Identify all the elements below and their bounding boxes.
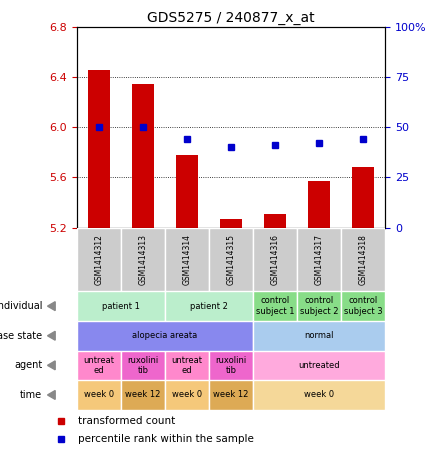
- Text: disease state: disease state: [0, 331, 42, 341]
- Bar: [165, 380, 209, 410]
- Bar: [352, 168, 374, 227]
- Bar: [209, 227, 253, 291]
- Bar: [77, 380, 121, 410]
- Bar: [77, 351, 121, 380]
- Bar: [121, 351, 165, 380]
- Bar: [176, 155, 198, 227]
- Bar: [77, 227, 121, 291]
- Bar: [77, 291, 165, 321]
- Bar: [253, 380, 385, 410]
- Text: week 0: week 0: [84, 390, 114, 400]
- Bar: [165, 291, 253, 321]
- Text: untreat
ed: untreat ed: [83, 356, 114, 375]
- Text: alopecia areata: alopecia areata: [132, 331, 198, 340]
- Bar: [264, 214, 286, 227]
- Text: transformed count: transformed count: [78, 415, 175, 426]
- Text: control
subject 3: control subject 3: [344, 296, 383, 316]
- Text: patient 2: patient 2: [190, 302, 228, 311]
- Text: normal: normal: [304, 331, 334, 340]
- Polygon shape: [47, 361, 55, 370]
- Text: ruxolini
tib: ruxolini tib: [127, 356, 159, 375]
- Bar: [253, 351, 385, 380]
- Polygon shape: [47, 390, 55, 400]
- Polygon shape: [47, 302, 55, 311]
- Text: week 12: week 12: [213, 390, 249, 400]
- Bar: [297, 227, 341, 291]
- Text: GSM1414314: GSM1414314: [183, 234, 191, 285]
- Bar: [165, 227, 209, 291]
- Text: GSM1414317: GSM1414317: [315, 234, 324, 285]
- Text: agent: agent: [14, 360, 42, 371]
- Text: control
subject 2: control subject 2: [300, 296, 339, 316]
- Bar: [253, 291, 297, 321]
- Title: GDS5275 / 240877_x_at: GDS5275 / 240877_x_at: [147, 11, 315, 25]
- Text: percentile rank within the sample: percentile rank within the sample: [78, 434, 254, 444]
- Text: untreat
ed: untreat ed: [171, 356, 202, 375]
- Bar: [220, 219, 242, 227]
- Bar: [308, 181, 330, 227]
- Text: untreated: untreated: [298, 361, 340, 370]
- Text: GSM1414312: GSM1414312: [94, 234, 103, 285]
- Bar: [209, 380, 253, 410]
- Bar: [253, 227, 297, 291]
- Text: ruxolini
tib: ruxolini tib: [215, 356, 247, 375]
- Text: individual: individual: [0, 301, 42, 311]
- Text: week 12: week 12: [125, 390, 160, 400]
- Bar: [341, 227, 385, 291]
- Text: week 0: week 0: [304, 390, 334, 400]
- Text: GSM1414316: GSM1414316: [271, 234, 279, 285]
- Polygon shape: [47, 331, 55, 340]
- Text: patient 1: patient 1: [102, 302, 140, 311]
- Text: GSM1414318: GSM1414318: [359, 234, 368, 285]
- Text: week 0: week 0: [172, 390, 202, 400]
- Bar: [121, 380, 165, 410]
- Bar: [253, 321, 385, 351]
- Text: control
subject 1: control subject 1: [256, 296, 294, 316]
- Bar: [121, 227, 165, 291]
- Text: time: time: [20, 390, 42, 400]
- Bar: [132, 83, 154, 227]
- Bar: [88, 70, 110, 227]
- Bar: [297, 291, 341, 321]
- Bar: [209, 351, 253, 380]
- Text: GSM1414315: GSM1414315: [226, 234, 236, 285]
- Bar: [77, 321, 253, 351]
- Bar: [341, 291, 385, 321]
- Text: GSM1414313: GSM1414313: [138, 234, 147, 285]
- Bar: [165, 351, 209, 380]
